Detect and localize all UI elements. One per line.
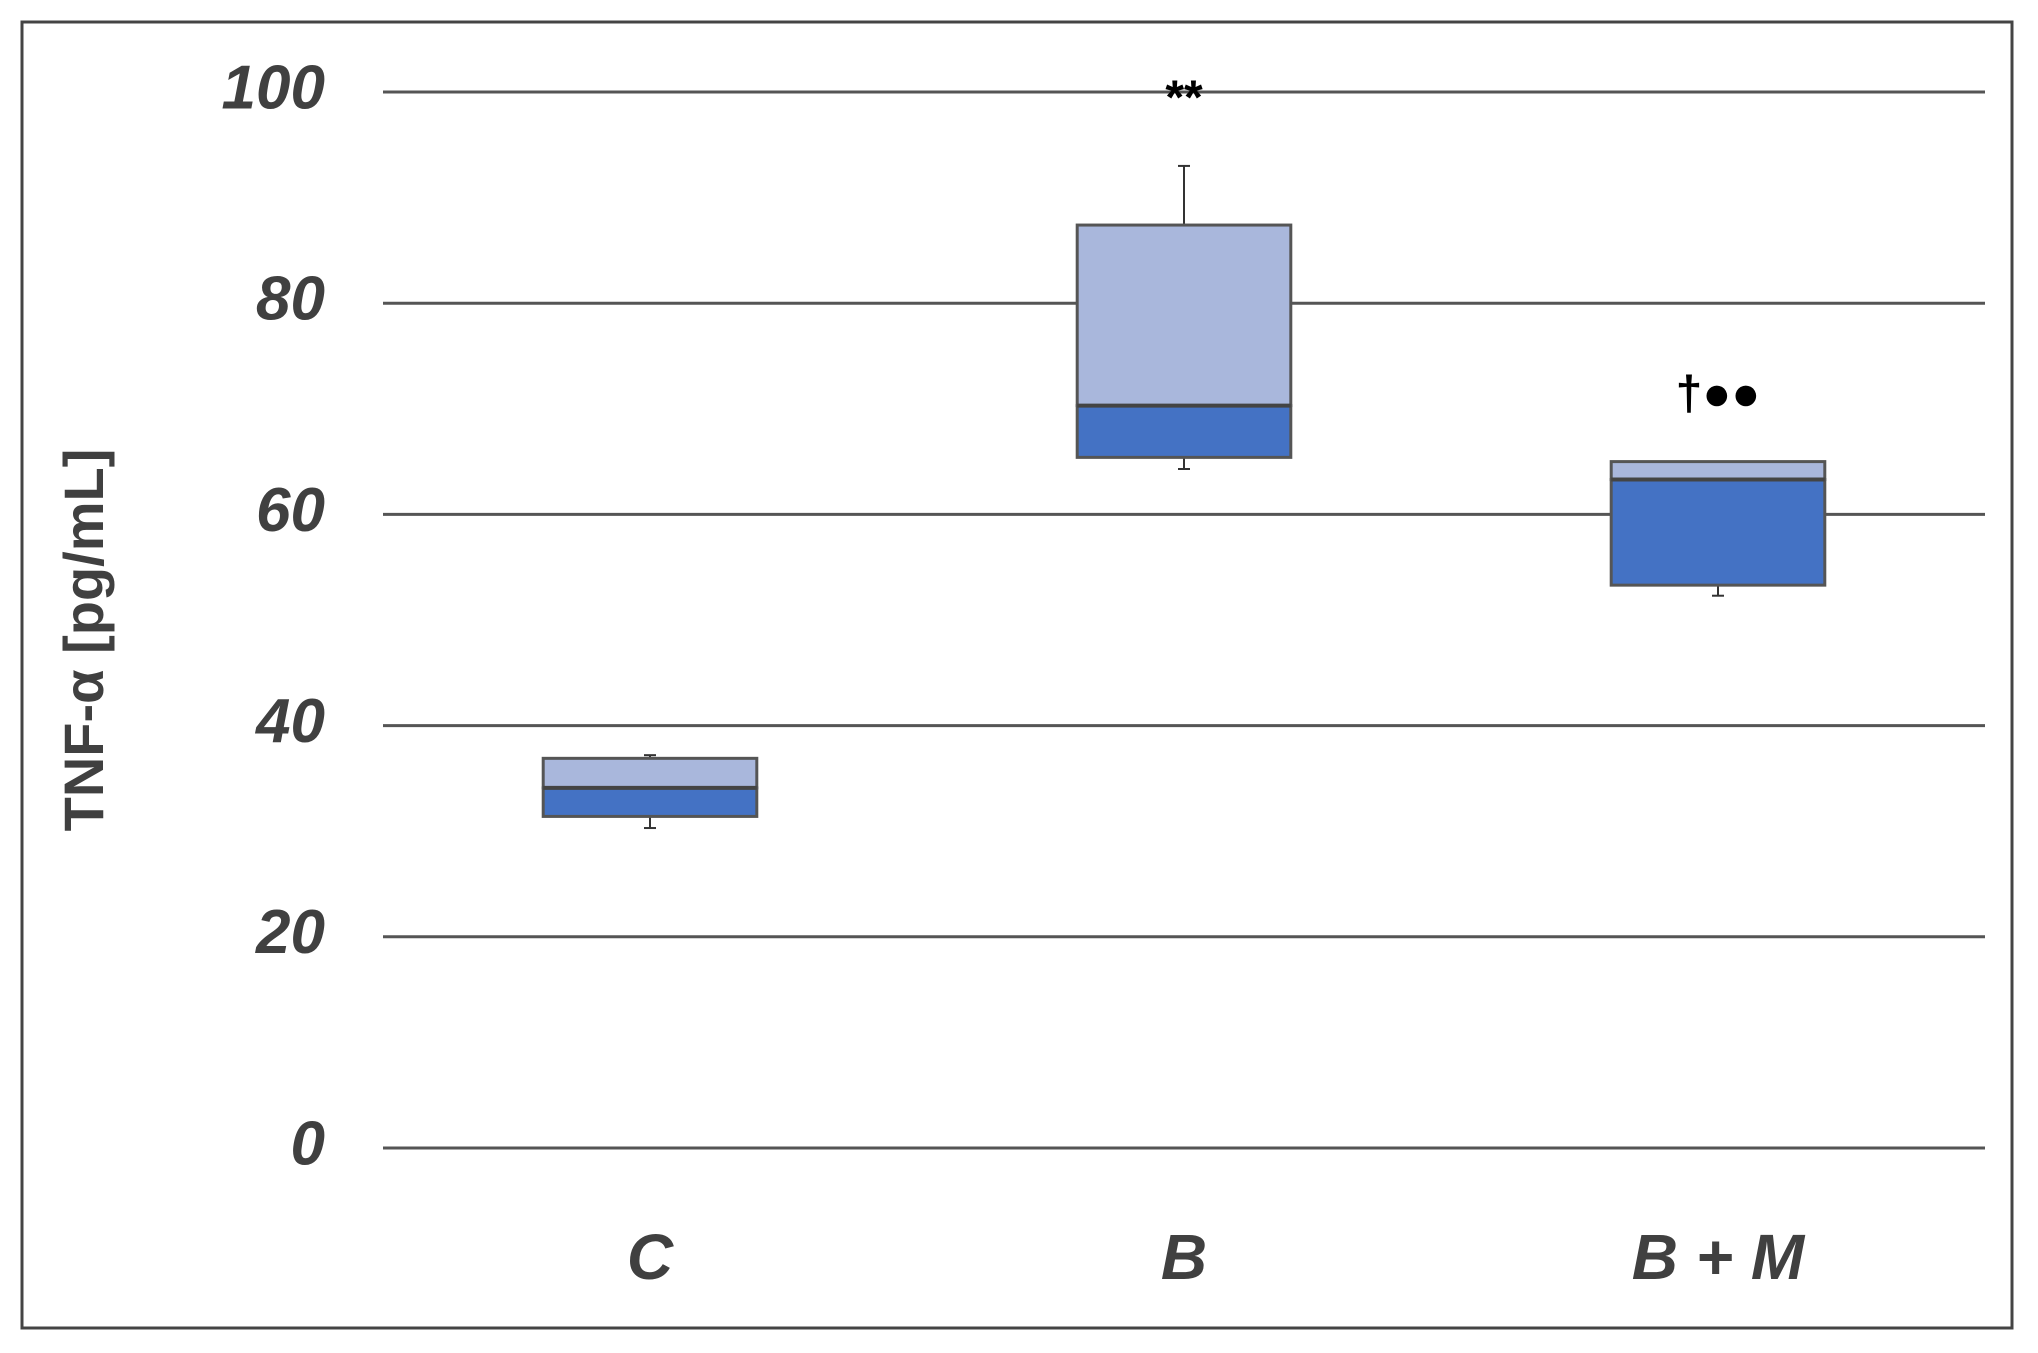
y-tick-label: 100 — [222, 53, 325, 122]
x-tick-label: C — [627, 1221, 674, 1293]
box-lower — [1075, 404, 1293, 459]
box-upper — [1075, 223, 1293, 408]
box-lower — [1609, 478, 1827, 587]
y-tick-label: 40 — [254, 687, 325, 756]
box-upper — [1609, 460, 1827, 482]
annotation: ** — [1165, 72, 1203, 125]
y-tick-label: 60 — [256, 476, 325, 545]
x-tick-label: B — [1161, 1221, 1207, 1293]
box-upper — [541, 756, 759, 790]
annotation: †●● — [1676, 367, 1761, 420]
chart-border — [20, 20, 2014, 1330]
y-axis-label: TNF-α [pg/mL] — [52, 449, 115, 832]
y-tick-label: 20 — [255, 898, 325, 967]
y-tick-label: 0 — [291, 1109, 325, 1178]
y-tick-label: 80 — [256, 265, 325, 334]
box-lower — [541, 786, 759, 818]
x-tick-label: B + M — [1632, 1221, 1806, 1293]
